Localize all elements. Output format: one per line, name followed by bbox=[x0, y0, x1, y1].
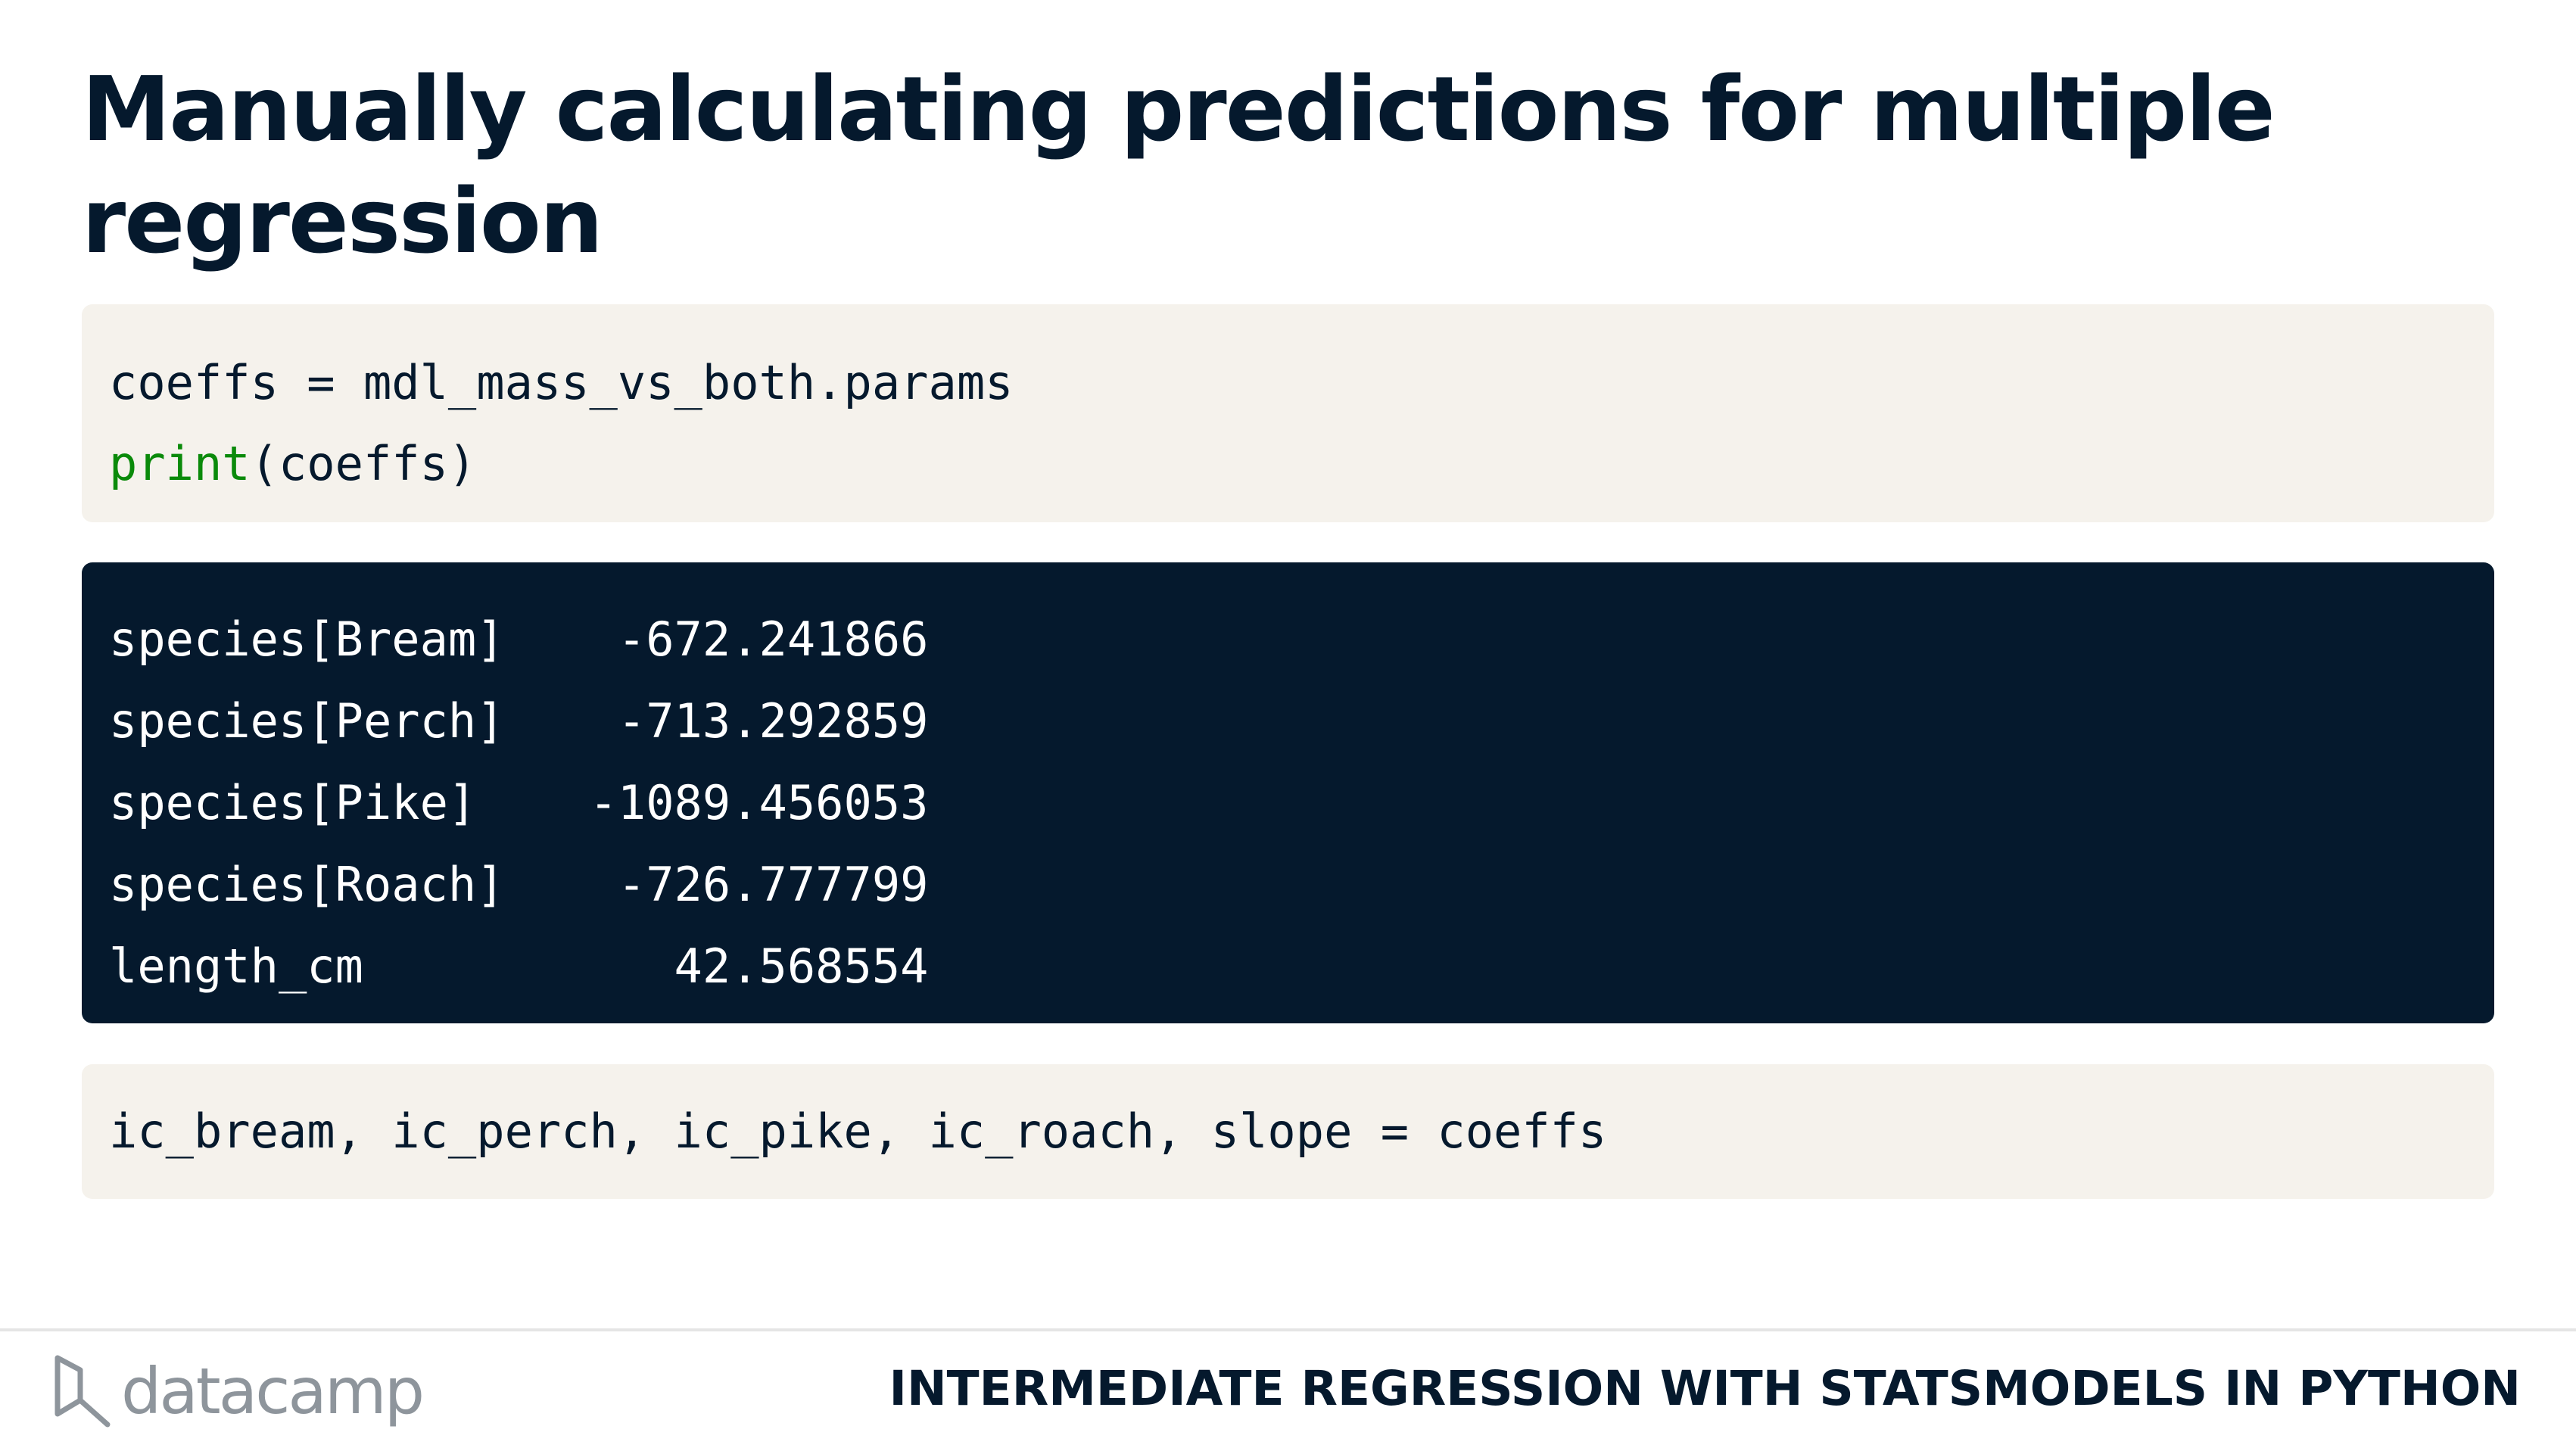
footer-divider bbox=[0, 1328, 2576, 1331]
datacamp-logo-text: datacamp bbox=[121, 1354, 425, 1428]
output-line-length: length_cm 42.568554 bbox=[109, 939, 929, 994]
output-line-perch: species[Perch] -713.292859 bbox=[109, 693, 929, 749]
output-line-bream: species[Bream] -672.241866 bbox=[109, 612, 929, 667]
datacamp-logo: datacamp bbox=[53, 1350, 425, 1433]
slide-title: Manually calculating predictions for mul… bbox=[82, 57, 2275, 273]
code-line-coeffs-assign: coeffs = mdl_mass_vs_both.params bbox=[109, 355, 1014, 410]
code-block-coeffs: coeffs = mdl_mass_vs_both.params print(co… bbox=[82, 304, 2494, 522]
output-line-roach: species[Roach] -726.777799 bbox=[109, 857, 929, 912]
course-title: INTERMEDIATE REGRESSION WITH STATSMODELS… bbox=[889, 1361, 2521, 1416]
print-args: (coeffs) bbox=[250, 436, 477, 491]
output-block-coeffs: species[Bream] -672.241866 species[Perch]… bbox=[82, 562, 2494, 1023]
output-line-pike: species[Pike] -1089.456053 bbox=[109, 775, 929, 830]
datacamp-logo-icon bbox=[55, 1355, 111, 1428]
code-line-unpack: ic_bream, ic_perch, ic_pike, ic_roach, s… bbox=[109, 1104, 1607, 1159]
print-keyword: print bbox=[109, 436, 251, 491]
code-line-print: print(coeffs) bbox=[109, 423, 2467, 504]
code-block-unpack: ic_bream, ic_perch, ic_pike, ic_roach, s… bbox=[82, 1064, 2494, 1199]
